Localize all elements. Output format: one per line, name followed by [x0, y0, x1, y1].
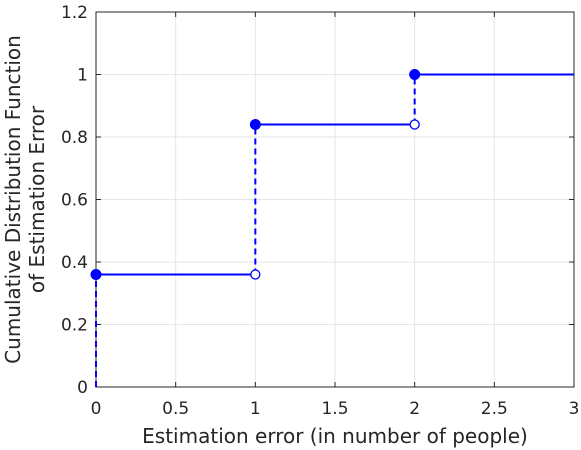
- y-axis-label-line-2: of Estimation Error: [25, 105, 49, 293]
- tick-labels: 0 0.5 1 1.5 2 2.5 3 0 0.2 0.4 0.6 0.8 1 1.2: [61, 3, 579, 419]
- y-tick-label: 0.6: [61, 191, 88, 211]
- x-tick-label: 1.5: [321, 399, 348, 419]
- y-axis-label-line-1: Cumulative Distribution Function: [1, 35, 25, 364]
- plot-frame: [95, 11, 575, 388]
- x-tick-label: 2.5: [481, 399, 508, 419]
- x-axis-label: Estimation error (in number of people): [142, 424, 528, 448]
- filled-point: [90, 269, 102, 280]
- x-tick-label: 1: [250, 399, 261, 419]
- cdf-series: [90, 69, 574, 387]
- y-tick-label: 0.4: [61, 253, 88, 273]
- open-point: [250, 269, 261, 280]
- y-tick-label: 0.2: [61, 316, 88, 336]
- x-tick-label: 0: [91, 399, 102, 419]
- grid: [95, 11, 575, 388]
- filled-point: [249, 119, 261, 130]
- x-tick-label: 0.5: [162, 399, 189, 419]
- x-tick-label: 2: [409, 399, 420, 419]
- filled-point: [409, 69, 421, 80]
- y-tick-label: 1.2: [61, 3, 88, 23]
- y-tick-label: 0: [77, 378, 88, 398]
- open-point: [409, 119, 420, 130]
- x-tick-label: 3: [569, 399, 580, 419]
- y-tick-label: 1: [77, 66, 88, 86]
- y-tick-label: 0.8: [61, 128, 88, 148]
